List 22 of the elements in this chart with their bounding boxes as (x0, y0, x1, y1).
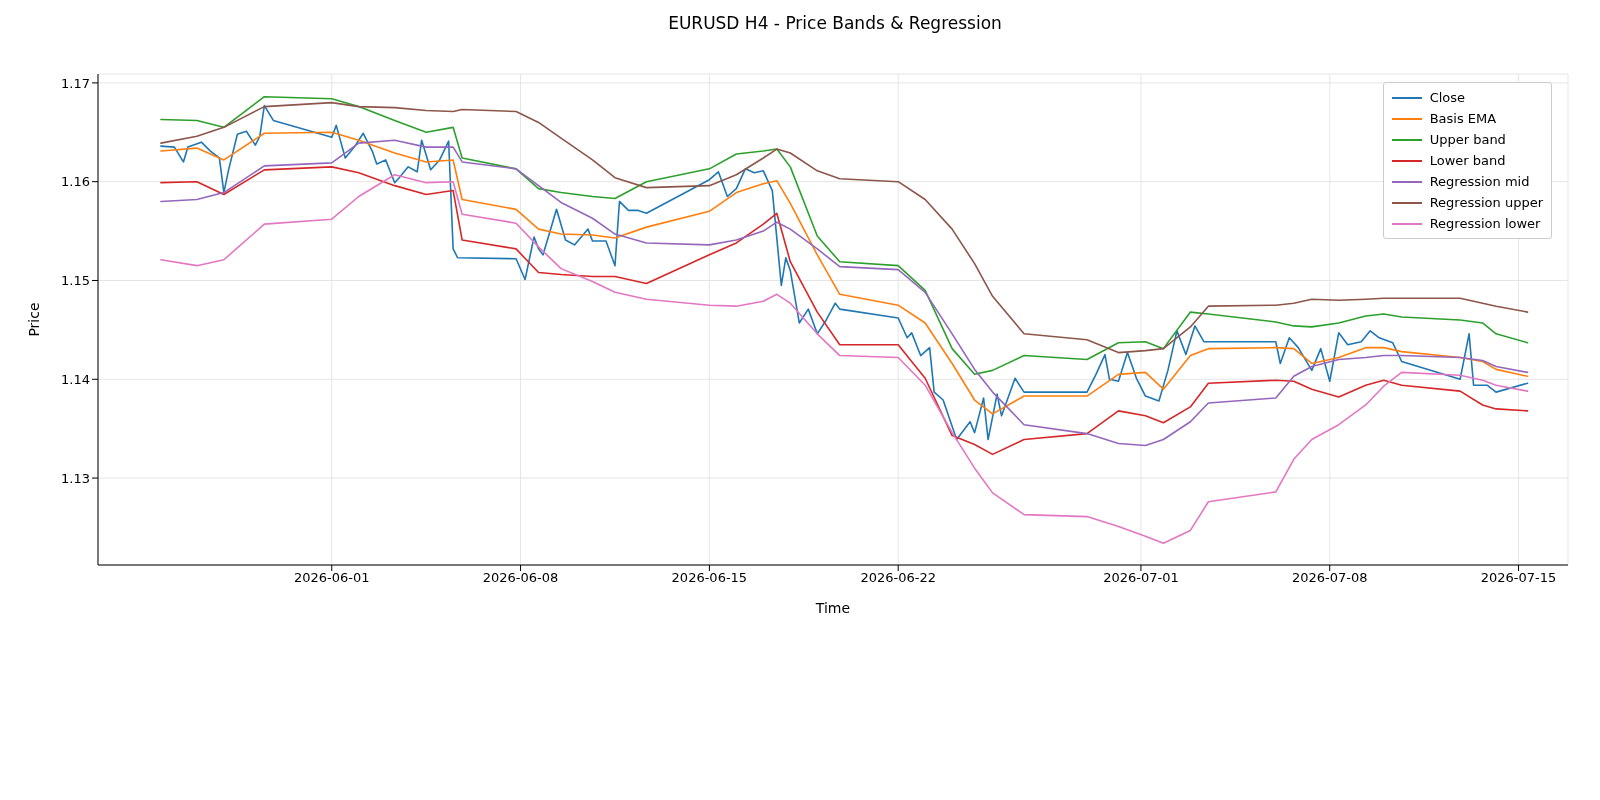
x-axis-title: Time (814, 600, 851, 616)
y-tick-label: 1.16 (61, 174, 90, 190)
y-tick-label: 1.17 (61, 75, 90, 91)
x-tick-label: 2026-07-15 (1480, 570, 1557, 586)
legend-label: Regression lower (1429, 216, 1541, 231)
x-tick-label: 2026-07-08 (1291, 570, 1368, 586)
x-tick-label: 2026-06-15 (671, 570, 748, 586)
x-tick-label: 2026-06-01 (293, 570, 370, 586)
x-tick-label: 2026-07-01 (1103, 570, 1179, 586)
y-tick-label: 1.13 (61, 470, 90, 486)
chart-title: EURUSD H4 - Price Bands & Regression (667, 12, 1003, 35)
x-tick-label: 2026-06-22 (860, 570, 936, 586)
y-axis-title: Price (25, 302, 42, 337)
legend-label: Regression mid (1429, 174, 1530, 189)
legend-label: Regression upper (1429, 195, 1543, 210)
y-tick-label: 1.15 (61, 273, 90, 289)
legend-label: Close (1429, 90, 1466, 105)
x-tick-label: 2026-06-08 (482, 570, 559, 586)
y-tick-label: 1.14 (61, 371, 90, 387)
legend-label: Basis EMA (1429, 111, 1497, 126)
legend-label: Lower band (1429, 153, 1506, 168)
legend-label: Upper band (1429, 132, 1506, 147)
